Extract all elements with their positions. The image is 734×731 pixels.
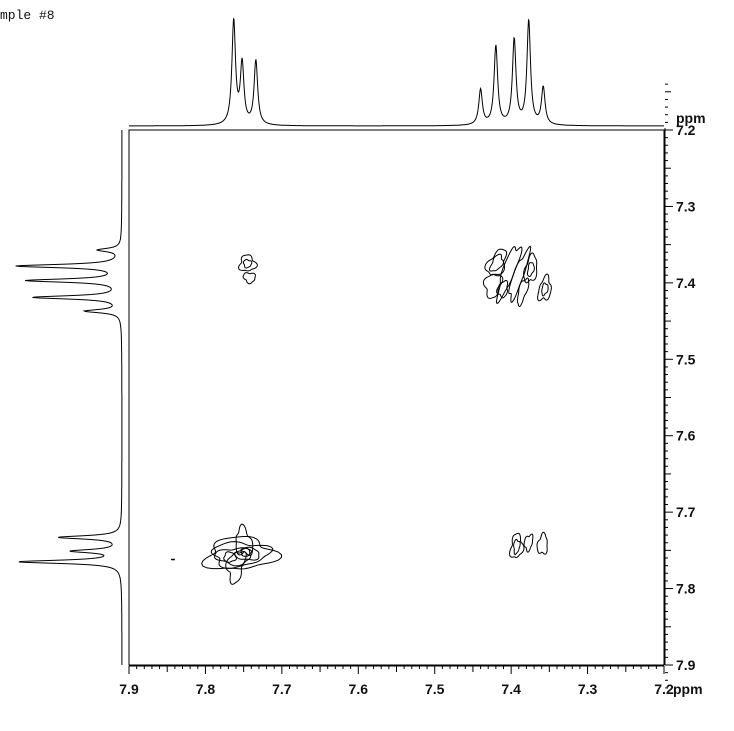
cross-peak-contour — [513, 538, 521, 556]
y-tick-label: 7.9 — [676, 657, 696, 673]
y-tick-label: 7.5 — [676, 351, 696, 367]
top-projection — [129, 17, 664, 127]
cross-peak-contour — [214, 547, 252, 567]
x-axis-unit-label: ppm — [673, 681, 703, 697]
contour-plot — [171, 245, 552, 585]
y-tick-label: 7.6 — [676, 428, 696, 444]
left-projection-trace — [15, 130, 123, 665]
x-tick-label: 7.4 — [501, 681, 521, 697]
y-axis-unit-label: ppm — [676, 110, 706, 126]
cross-peak-contour — [495, 246, 523, 305]
cross-peak-contour — [242, 258, 253, 269]
y-tick-label: 7.2 — [676, 122, 696, 138]
cross-peak-contour — [201, 536, 283, 570]
x-tick-label: 7.8 — [196, 681, 216, 697]
cross-peak-contour — [526, 262, 535, 278]
y-tick-label: 7.8 — [676, 581, 696, 597]
cross-peak-contour — [235, 523, 254, 557]
cross-peak-contour — [523, 252, 538, 284]
x-tick-label: 7.6 — [349, 681, 369, 697]
y-tick-label: 7.4 — [676, 275, 696, 291]
x-tick-label: 7.5 — [425, 681, 445, 697]
x-tick-label: 7.3 — [578, 681, 598, 697]
sample-label: mple #8 — [0, 8, 55, 23]
cross-peak-contour — [536, 531, 548, 555]
cross-peak-contour — [541, 282, 549, 297]
cross-peak-contour — [537, 273, 552, 302]
x-axis: 7.9 7.8 7.7 7.6 7.5 7.4 7.3 7.2 — [119, 665, 674, 697]
left-projection — [15, 130, 123, 665]
cross-peak-contour — [508, 245, 532, 304]
cross-peak-contour — [482, 273, 504, 299]
cross-peak-contour — [223, 551, 237, 563]
cross-peak-contour — [523, 533, 534, 553]
cross-peak-contour — [508, 532, 525, 559]
cross-peak-contour — [242, 272, 256, 285]
y-tick-label: 7.7 — [676, 504, 696, 520]
cross-peak-contour — [237, 254, 258, 272]
cross-peak-contour — [225, 550, 247, 585]
x-tick-label: 7.9 — [119, 681, 139, 697]
y-tick-label: 7.3 — [676, 198, 696, 214]
cross-peak-contour — [516, 277, 530, 308]
cross-peak-contour — [489, 253, 505, 272]
x-tick-label: 7.2 — [654, 681, 674, 697]
top-projection-trace — [129, 17, 664, 127]
cross-peak-contour — [496, 279, 509, 299]
x-tick-label: 7.7 — [272, 681, 292, 697]
y-axis: 7.2 7.3 7.4 7.5 7.6 7.7 7.8 7.9 — [664, 83, 696, 689]
plot-frame — [128, 129, 665, 666]
